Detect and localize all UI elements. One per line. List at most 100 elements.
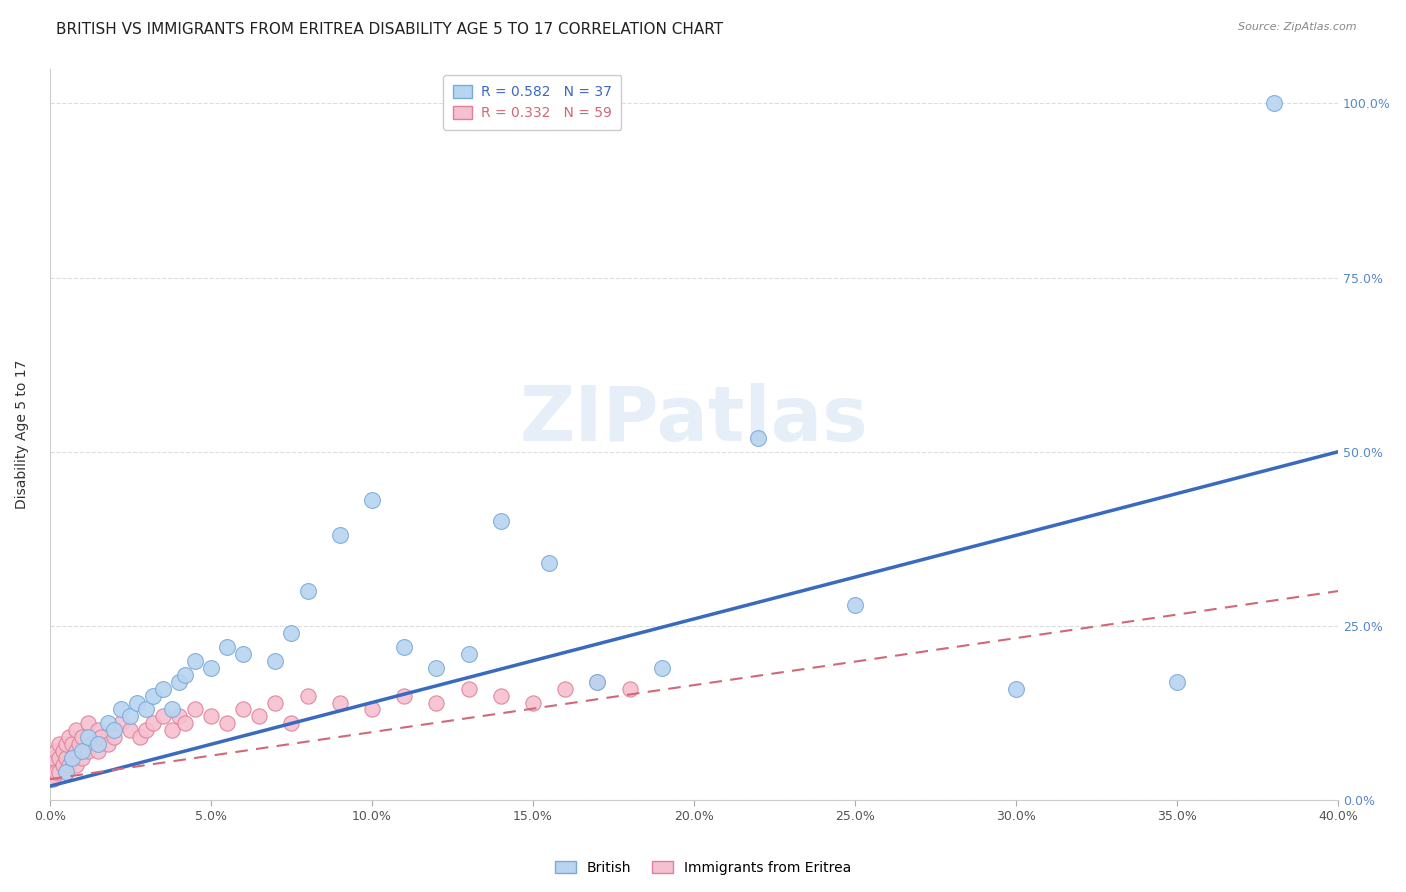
Point: [70, 751, 93, 765]
Point: [586, 674, 609, 689]
Point: [58, 758, 80, 772]
Point: [280, 625, 302, 640]
Point: [184, 702, 207, 716]
Text: BRITISH VS IMMIGRANTS FROM ERITREA DISABILITY AGE 5 TO 17 CORRELATION CHART: BRITISH VS IMMIGRANTS FROM ERITREA DISAB…: [56, 22, 723, 37]
Point: [280, 716, 302, 731]
Point: [48, 751, 70, 765]
Point: [489, 515, 512, 529]
Point: [103, 723, 125, 738]
Point: [247, 709, 270, 723]
Point: [80, 737, 103, 751]
Point: [457, 681, 479, 696]
Point: [844, 598, 866, 612]
Point: [55, 751, 77, 765]
Point: [120, 709, 142, 723]
Point: [297, 689, 319, 703]
Point: [160, 702, 183, 716]
Point: [42, 751, 65, 765]
Point: [110, 702, 132, 716]
Y-axis label: Disability Age 5 to 17: Disability Age 5 to 17: [15, 359, 30, 509]
Point: [215, 716, 238, 731]
Point: [329, 528, 352, 542]
Point: [110, 716, 132, 731]
Point: [97, 737, 120, 751]
Point: [60, 737, 83, 751]
Point: [264, 654, 287, 668]
Point: [77, 744, 100, 758]
Point: [77, 716, 100, 731]
Point: [167, 674, 190, 689]
Point: [329, 696, 352, 710]
Point: [65, 758, 87, 772]
Point: [125, 696, 148, 710]
Legend: R = 0.582   N = 37, R = 0.332   N = 59: R = 0.582 N = 37, R = 0.332 N = 59: [443, 76, 621, 130]
Point: [129, 731, 152, 745]
Legend: British, Immigrants from Eritrea: British, Immigrants from Eritrea: [550, 855, 856, 880]
Point: [87, 744, 110, 758]
Point: [52, 758, 75, 772]
Point: [77, 731, 100, 745]
Point: [160, 723, 183, 738]
Point: [58, 731, 80, 745]
Point: [142, 689, 165, 703]
Point: [97, 716, 120, 731]
Point: [55, 765, 77, 780]
Point: [651, 661, 673, 675]
Point: [361, 493, 384, 508]
Point: [264, 696, 287, 710]
Point: [87, 723, 110, 738]
Point: [522, 696, 544, 710]
Point: [70, 731, 93, 745]
Point: [538, 556, 561, 570]
Point: [48, 765, 70, 780]
Point: [457, 647, 479, 661]
Point: [38, 758, 60, 772]
Point: [38, 772, 60, 787]
Point: [67, 737, 90, 751]
Point: [174, 667, 197, 681]
Point: [70, 744, 93, 758]
Point: [152, 681, 174, 696]
Point: [586, 674, 609, 689]
Point: [120, 723, 142, 738]
Point: [65, 744, 87, 758]
Point: [60, 751, 83, 765]
Point: [361, 702, 384, 716]
Point: [45, 744, 67, 758]
Point: [215, 640, 238, 654]
Point: [554, 681, 576, 696]
Point: [232, 702, 254, 716]
Point: [60, 751, 83, 765]
Point: [135, 702, 157, 716]
Point: [392, 689, 415, 703]
Point: [135, 723, 157, 738]
Point: [392, 640, 415, 654]
Point: [200, 661, 222, 675]
Point: [1005, 681, 1028, 696]
Point: [1263, 96, 1285, 111]
Text: Source: ZipAtlas.com: Source: ZipAtlas.com: [1239, 22, 1357, 32]
Point: [489, 689, 512, 703]
Point: [42, 772, 65, 787]
Point: [1166, 674, 1188, 689]
Point: [90, 731, 112, 745]
Point: [152, 709, 174, 723]
Point: [619, 681, 641, 696]
Point: [65, 723, 87, 738]
Point: [87, 737, 110, 751]
Point: [55, 765, 77, 780]
Point: [48, 737, 70, 751]
Point: [425, 696, 447, 710]
Point: [52, 744, 75, 758]
Point: [103, 731, 125, 745]
Text: ZIPatlas: ZIPatlas: [520, 383, 869, 457]
Point: [55, 737, 77, 751]
Point: [747, 431, 769, 445]
Point: [142, 716, 165, 731]
Point: [167, 709, 190, 723]
Point: [200, 709, 222, 723]
Point: [45, 765, 67, 780]
Point: [297, 584, 319, 599]
Point: [425, 661, 447, 675]
Point: [232, 647, 254, 661]
